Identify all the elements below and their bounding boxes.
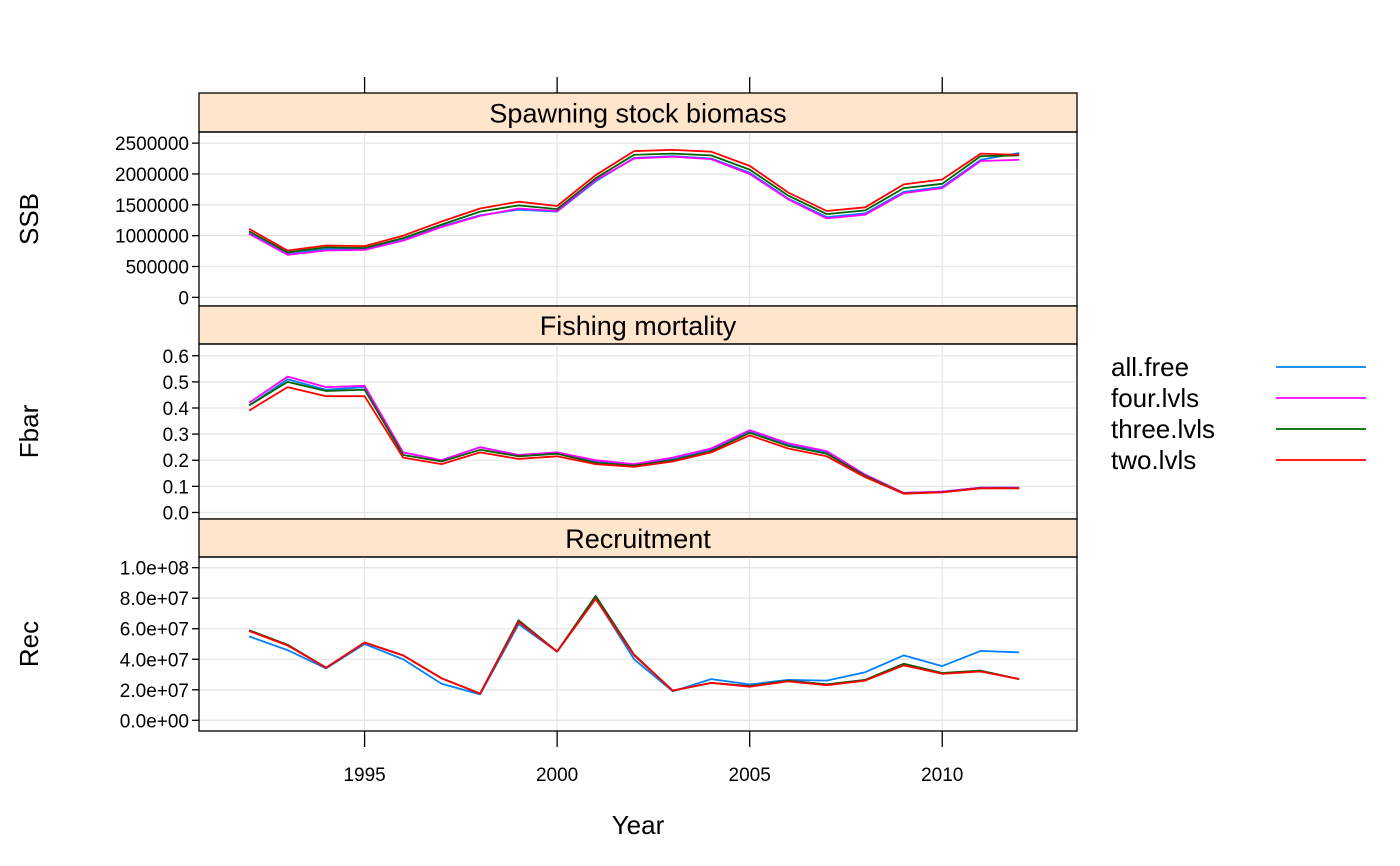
- panel-ssb: Spawning stock biomass 0 500000 1000000 1500…: [14, 92, 1078, 309]
- series-line-three-lvls: [248, 152, 1020, 254]
- panel-fbar: Fishing mortality 0.0 0.1 0.2 0.3 0.4 0.5 0.6 Fb…: [14, 305, 1078, 524]
- y-tick-label: 2000000: [115, 165, 189, 186]
- y-tick-label: 0.4: [163, 399, 190, 420]
- y-tick-label: 0.2: [163, 451, 189, 472]
- x-tick-label: 1995: [343, 765, 385, 786]
- x-tick-label: 2000: [536, 765, 578, 786]
- x-axis: 1995 2000 2005 2010: [343, 77, 963, 786]
- y-axis-label: Rec: [14, 621, 44, 667]
- y-tick-label: 1500000: [115, 196, 189, 217]
- legend-label: three.lvls: [1111, 414, 1215, 444]
- strip-background: [198, 92, 1078, 133]
- y-tick-label: 0.0: [163, 503, 189, 524]
- y-tick-label: 0.1: [163, 477, 189, 498]
- x-tick-label: 2005: [729, 765, 771, 786]
- series-line-two-lvls: [248, 386, 1020, 495]
- strip-background: [198, 305, 1078, 345]
- panels: Spawning stock biomass 0 500000 1000000 1500…: [14, 92, 1078, 732]
- y-tick-label: 2500000: [115, 134, 189, 155]
- y-tick-label: 500000: [126, 258, 189, 279]
- y-tick-label: 0.0e+00: [120, 711, 189, 732]
- y-axis-label: SSB: [14, 193, 44, 245]
- strip-background: [198, 518, 1078, 558]
- y-tick-label: 0: [178, 288, 189, 309]
- y-tick-label: 4.0e+07: [120, 650, 189, 671]
- y-tick-label: 6.0e+07: [120, 620, 189, 641]
- y-tick-label: 0.3: [163, 425, 189, 446]
- y-axis-label: Fbar: [14, 404, 44, 458]
- strip-label: Fishing mortality: [540, 311, 737, 341]
- strip-label: Recruitment: [565, 524, 711, 554]
- legend-label: two.lvls: [1111, 445, 1196, 475]
- y-tick-label: 8.0e+07: [120, 589, 189, 610]
- panel-border: [198, 556, 1078, 732]
- x-tick-label: 2010: [921, 765, 963, 786]
- series-line-two-lvls: [248, 598, 1020, 695]
- series-line-two-lvls: [248, 148, 1020, 252]
- y-tick-label: 1000000: [115, 227, 189, 248]
- series-line-all-free: [248, 597, 1020, 696]
- y-tick-label: 2.0e+07: [120, 681, 189, 702]
- y-tick-label: 1.0e+08: [120, 559, 189, 580]
- series-line-four-lvls: [248, 155, 1020, 256]
- y-tick-label: 0.6: [163, 347, 189, 368]
- panel-rec: Recruitment 0.0e+00 2.0e+07 4.0e+07 6.0e+07 8…: [14, 518, 1078, 732]
- strip-label: Spawning stock biomass: [489, 99, 786, 129]
- legend-label: all.free: [1111, 352, 1189, 382]
- legend-label: four.lvls: [1111, 383, 1199, 413]
- y-tick-label: 0.5: [163, 373, 189, 394]
- x-axis-label: Year: [612, 810, 665, 840]
